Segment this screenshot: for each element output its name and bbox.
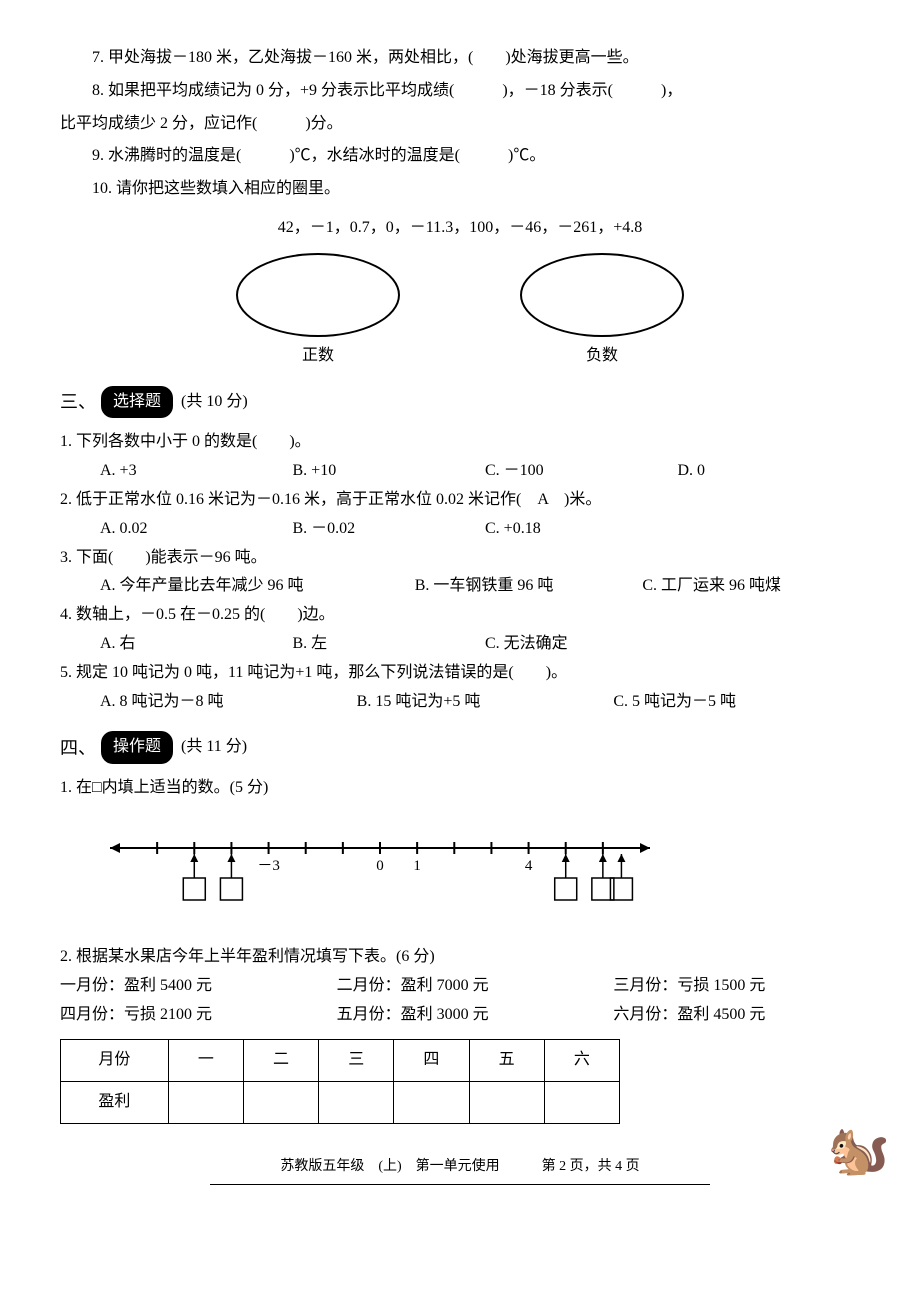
s3-q3: 3. 下面( )能表示－96 吨。 bbox=[60, 544, 860, 573]
months-row-2: 四月份：亏损 2100 元 五月份：盈利 3000 元 六月份：盈利 4500 … bbox=[60, 1001, 860, 1030]
s3q4-opt-b: B. 左 bbox=[293, 630, 476, 659]
s3q4-opt-c: C. 无法确定 bbox=[485, 630, 668, 659]
s3-q2-options: A. 0.02 B. －0.02 C. +0.18 bbox=[100, 515, 860, 544]
page-footer: 苏教版五年级 (上) 第一单元使用 第 2 页，共 4 页 🐿️ bbox=[60, 1154, 860, 1185]
s3q5-opt-c: C. 5 吨记为－5 吨 bbox=[613, 688, 860, 717]
s3-q2: 2. 低于正常水位 0.16 米记为－0.16 米，高于正常水位 0.02 米记… bbox=[60, 486, 860, 515]
s3-q5-options: A. 8 吨记为－8 吨 B. 15 吨记为+5 吨 C. 5 吨记为－5 吨 bbox=[100, 688, 860, 717]
cell-1 bbox=[168, 1082, 243, 1124]
s4-q1: 1. 在□内填上适当的数。(5 分) bbox=[60, 774, 860, 803]
s3q3-opt-c: C. 工厂运来 96 吨煤 bbox=[642, 572, 860, 601]
cell-2 bbox=[243, 1082, 318, 1124]
question-8-line1: 8. 如果把平均成绩记为 0 分，+9 分表示比平均成绩( )，－18 分表示(… bbox=[60, 77, 860, 106]
table-header-row: 月份 一 二 三 四 五 六 bbox=[61, 1040, 620, 1082]
s3q1-opt-a: A. +3 bbox=[100, 457, 283, 486]
row-label: 盈利 bbox=[61, 1082, 169, 1124]
question-9: 9. 水沸腾时的温度是( )℃，水结冰时的温度是( )℃。 bbox=[60, 142, 860, 171]
s3q5-opt-a: A. 8 吨记为－8 吨 bbox=[100, 688, 347, 717]
s3q1-opt-b: B. +10 bbox=[293, 457, 476, 486]
s3-q4: 4. 数轴上，－0.5 在－0.25 的( )边。 bbox=[60, 601, 860, 630]
month-4: 四月份：亏损 2100 元 bbox=[60, 1001, 307, 1030]
s3q2-opt-c: C. +0.18 bbox=[485, 515, 668, 544]
section-4-badge: 操作题 bbox=[101, 731, 173, 764]
question-8-line2: 比平均成绩少 2 分，应记作( )分。 bbox=[60, 110, 860, 139]
s3q3-opt-a: A. 今年产量比去年减少 96 吨 bbox=[100, 572, 405, 601]
mascot-icon: 🐿️ bbox=[828, 1105, 890, 1195]
negative-label: 负数 bbox=[520, 342, 684, 371]
cell-5 bbox=[469, 1082, 544, 1124]
table-data-row: 盈利 bbox=[61, 1082, 620, 1124]
svg-text:－3: －3 bbox=[257, 858, 280, 874]
positive-label: 正数 bbox=[236, 342, 400, 371]
s3-q5: 5. 规定 10 吨记为 0 吨，11 吨记为+1 吨，那么下列说法错误的是( … bbox=[60, 659, 860, 688]
month-2: 二月份：盈利 7000 元 bbox=[337, 972, 584, 1001]
th-3: 三 bbox=[319, 1040, 394, 1082]
month-6: 六月份：盈利 4500 元 bbox=[613, 1001, 860, 1030]
s3-q4-options: A. 右 B. 左 C. 无法确定 bbox=[100, 630, 860, 659]
month-1: 一月份：盈利 5400 元 bbox=[60, 972, 307, 1001]
th-4: 四 bbox=[394, 1040, 469, 1082]
s4-q2: 2. 根据某水果店今年上半年盈利情况填写下表。(6 分) bbox=[60, 943, 860, 972]
s3q4-opt-a: A. 右 bbox=[100, 630, 283, 659]
th-month: 月份 bbox=[61, 1040, 169, 1082]
number-list: 42，－1，0.7，0，－11.3，100，－46，－261，+4.8 bbox=[60, 214, 860, 243]
svg-text:1: 1 bbox=[413, 858, 421, 874]
months-row-1: 一月份：盈利 5400 元 二月份：盈利 7000 元 三月份：亏损 1500 … bbox=[60, 972, 860, 1001]
s3-q3-options: A. 今年产量比去年减少 96 吨 B. 一车钢铁重 96 吨 C. 工厂运来 … bbox=[100, 572, 860, 601]
question-10: 10. 请你把这些数填入相应的圈里。 bbox=[60, 175, 860, 204]
question-7: 7. 甲处海拔－180 米，乙处海拔－160 米，两处相比，( )处海拔更高一些… bbox=[60, 44, 860, 73]
th-5: 五 bbox=[469, 1040, 544, 1082]
oval-diagram: 正数 负数 bbox=[60, 253, 860, 371]
section-4-num: 四、 bbox=[60, 732, 96, 764]
profit-table: 月份 一 二 三 四 五 六 盈利 bbox=[60, 1039, 620, 1124]
s3-q1-options: A. +3 B. +10 C. －100 D. 0 bbox=[100, 457, 860, 486]
section-3-points: (共 10 分) bbox=[181, 388, 248, 417]
month-3: 三月份：亏损 1500 元 bbox=[613, 972, 860, 1001]
numberline: －3 0 1 4 bbox=[100, 823, 820, 913]
s3q3-opt-b: B. 一车钢铁重 96 吨 bbox=[415, 572, 633, 601]
th-6: 六 bbox=[544, 1040, 619, 1082]
th-2: 二 bbox=[243, 1040, 318, 1082]
s3q1-opt-c: C. －100 bbox=[485, 457, 668, 486]
th-1: 一 bbox=[168, 1040, 243, 1082]
s3q1-opt-d: D. 0 bbox=[678, 457, 861, 486]
svg-text:4: 4 bbox=[525, 858, 533, 874]
cell-6 bbox=[544, 1082, 619, 1124]
s3-q1: 1. 下列各数中小于 0 的数是( )。 bbox=[60, 428, 860, 457]
footer-text: 苏教版五年级 (上) 第一单元使用 第 2 页，共 4 页 bbox=[280, 1159, 639, 1174]
positive-oval bbox=[236, 253, 400, 337]
negative-oval bbox=[520, 253, 684, 337]
section-3-num: 三、 bbox=[60, 386, 96, 418]
s3q2-opt-a: A. 0.02 bbox=[100, 515, 283, 544]
s3q5-opt-b: B. 15 吨记为+5 吨 bbox=[357, 688, 604, 717]
section-3-header: 三、 选择题 (共 10 分) bbox=[60, 386, 860, 419]
section-4-header: 四、 操作题 (共 11 分) bbox=[60, 731, 860, 764]
month-5: 五月份：盈利 3000 元 bbox=[337, 1001, 584, 1030]
section-3-badge: 选择题 bbox=[101, 386, 173, 419]
cell-4 bbox=[394, 1082, 469, 1124]
cell-3 bbox=[319, 1082, 394, 1124]
section-4-points: (共 11 分) bbox=[181, 733, 247, 762]
s3q2-opt-b: B. －0.02 bbox=[293, 515, 476, 544]
svg-text:0: 0 bbox=[376, 858, 384, 874]
